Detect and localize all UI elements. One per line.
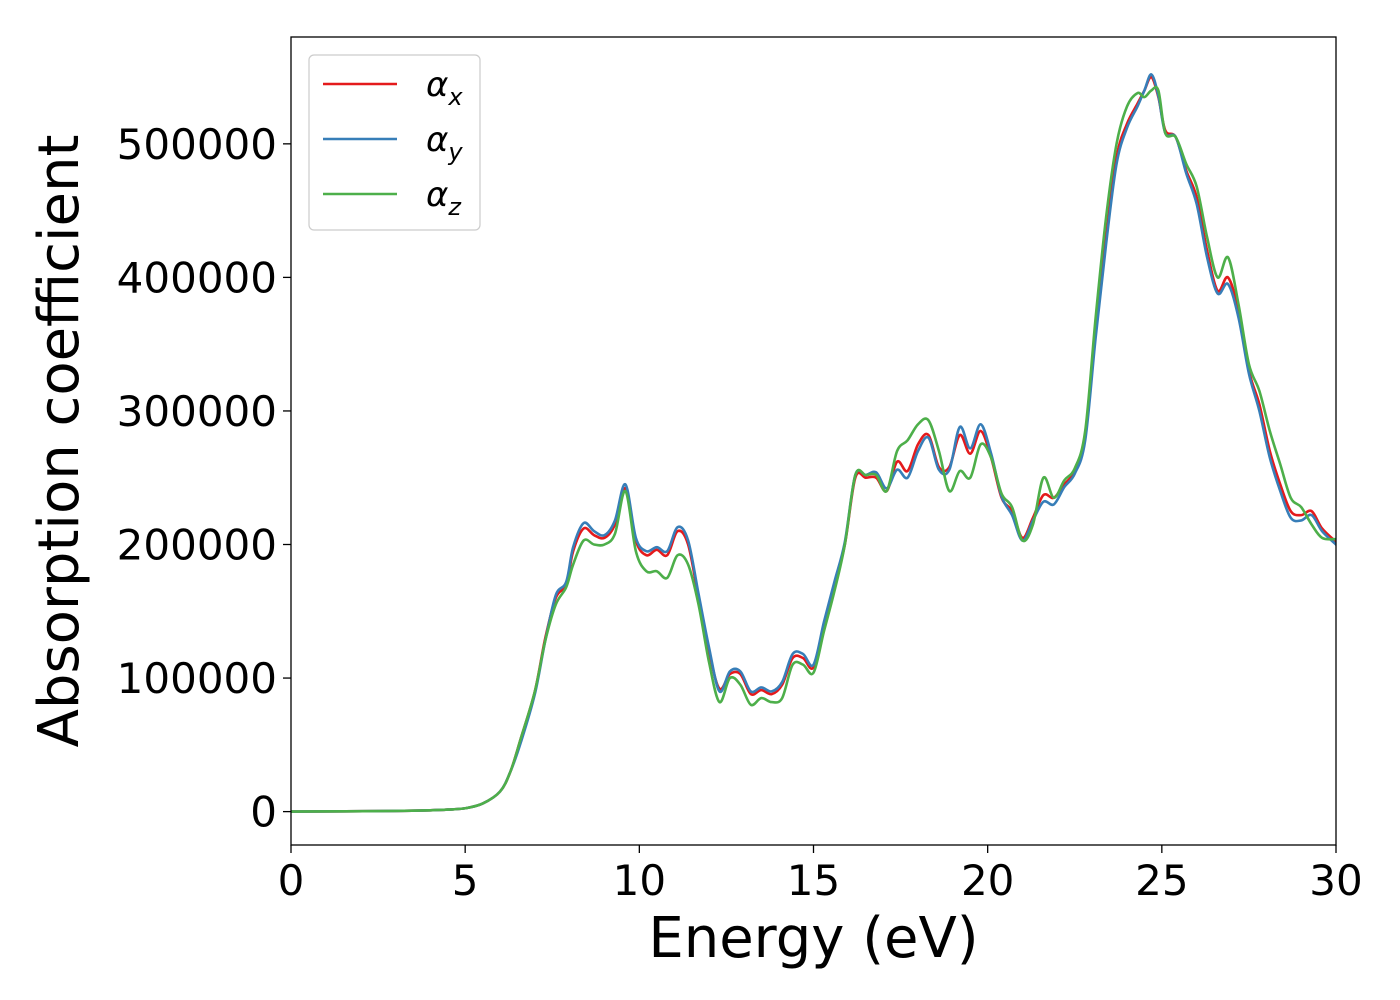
x-tick-label: 10: [613, 856, 666, 905]
x-tick-label: 30: [1309, 856, 1362, 905]
x-tick-label: 20: [961, 856, 1014, 905]
x-tick-label: 15: [787, 856, 840, 905]
y-tick-label: 200000: [117, 521, 277, 570]
x-tick-label: 5: [452, 856, 479, 905]
y-tick-label: 400000: [117, 253, 277, 302]
legend: αx αy αz: [308, 54, 481, 231]
y-axis-ticks: 0 100000 200000 300000 400000 500000: [117, 120, 291, 837]
y-tick-label: 0: [250, 788, 277, 837]
legend-label-alpha-y: αy: [426, 120, 463, 166]
y-axis-label: Absorption coefficient: [27, 135, 92, 748]
x-axis-label: Energy (eV): [648, 906, 978, 971]
x-tick-label: 0: [278, 856, 305, 905]
y-tick-label: 500000: [117, 120, 277, 169]
y-tick-label: 100000: [117, 654, 277, 703]
legend-label-alpha-x: αx: [426, 65, 463, 111]
x-tick-label: 25: [1135, 856, 1188, 905]
legend-box: [308, 54, 481, 231]
y-tick-label: 300000: [117, 387, 277, 436]
x-axis-ticks: 0 5 10 15 20 25 30: [278, 845, 1363, 905]
series-line-alpha-z: [291, 85, 1336, 813]
series-layer: [291, 73, 1336, 813]
legend-label-alpha-z: αz: [426, 175, 462, 221]
